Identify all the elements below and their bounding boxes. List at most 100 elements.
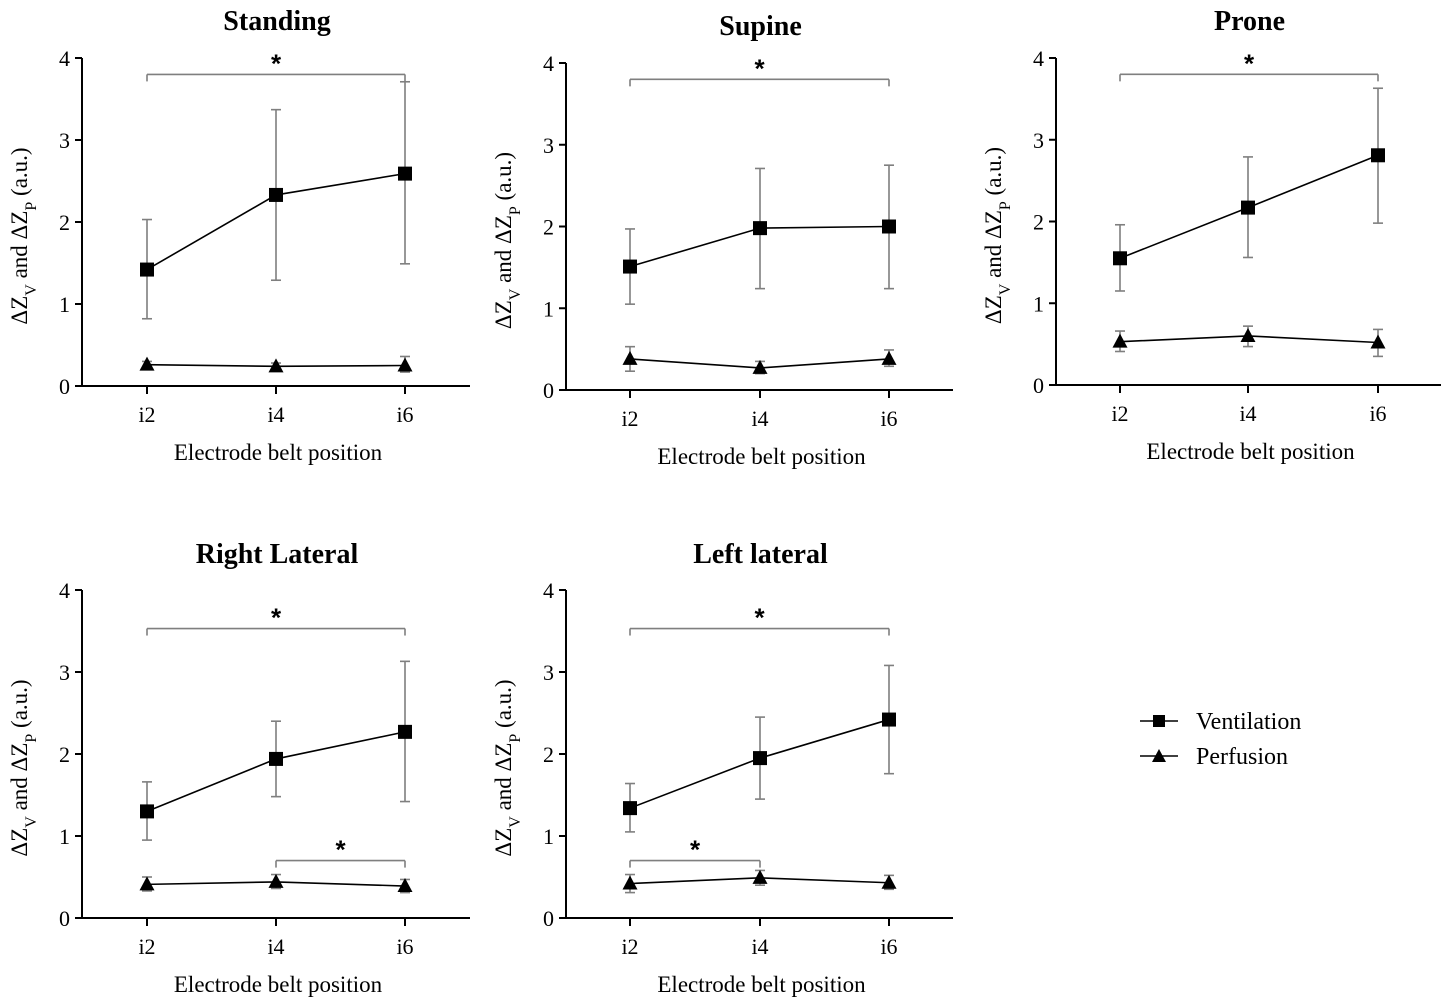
y-tick-label: 3 — [1033, 128, 1044, 153]
y-tick-label: 1 — [543, 824, 554, 849]
chart-panel-2: Supine 0 1 2 3 4 i2 i4 i6 Electrode belt position… — [491, 11, 953, 469]
y-label-part: ΔZ — [7, 296, 32, 325]
data-point-square — [753, 221, 767, 236]
y-tick-label: 4 — [59, 46, 70, 71]
y-axis-label: ΔZV and ΔZP (a.u.) — [7, 147, 40, 324]
y-tick-label: 2 — [59, 210, 70, 235]
y-label-subscript: V — [507, 816, 524, 828]
y-axis-label: ΔZV and ΔZP (a.u.) — [491, 152, 524, 329]
y-tick-label: 3 — [59, 660, 70, 685]
chart-title: Standing — [223, 6, 330, 37]
series-perfusion — [622, 869, 897, 894]
x-tick-label: i4 — [1239, 401, 1256, 426]
x-tick-label: i6 — [880, 406, 897, 431]
x-tick-label: i2 — [621, 934, 638, 959]
data-point-triangle — [139, 876, 155, 891]
y-tick-label: 4 — [543, 51, 554, 76]
y-label-subscript: P — [507, 734, 524, 743]
data-point-triangle — [752, 359, 768, 374]
legend: Ventilation Perfusion — [1140, 709, 1301, 770]
data-point-triangle — [397, 878, 413, 893]
x-tick-label: i2 — [138, 934, 155, 959]
series-ventilation — [140, 80, 412, 320]
data-point-square — [1371, 148, 1385, 163]
y-label-subscript: P — [23, 202, 40, 211]
y-tick-label: 4 — [543, 578, 554, 603]
y-label-part: and — [491, 244, 516, 289]
data-point-square — [882, 712, 896, 727]
significance-star: * — [271, 603, 282, 633]
data-point-square — [753, 751, 767, 766]
y-tick-label: 2 — [1033, 210, 1044, 235]
y-tick-label: 0 — [1033, 373, 1044, 398]
y-tick-label: 0 — [59, 374, 70, 399]
data-point-triangle — [752, 869, 768, 884]
significance-bracket: * — [146, 603, 406, 636]
significance-star: * — [690, 835, 701, 865]
y-tick-label: 1 — [59, 824, 70, 849]
y-label-subscript: P — [23, 734, 40, 743]
series-perfusion — [139, 355, 413, 373]
y-label-subscript: V — [23, 284, 40, 296]
legend-ventilation-marker — [1153, 715, 1165, 727]
y-tick-label: 3 — [59, 128, 70, 153]
data-point-square — [623, 801, 637, 816]
data-point-triangle — [139, 356, 155, 371]
chart-title: Prone — [1214, 6, 1285, 37]
data-point-square — [623, 259, 637, 274]
chart-title: Right Lateral — [196, 539, 359, 570]
x-tick-label: i6 — [396, 402, 413, 427]
series-ventilation — [623, 164, 896, 305]
y-tick-label: 2 — [543, 742, 554, 767]
x-tick-label: i4 — [751, 934, 768, 959]
data-point-triangle — [268, 358, 284, 373]
y-tick-label: 1 — [543, 296, 554, 321]
data-point-triangle — [397, 357, 413, 372]
y-label-part: and — [491, 771, 516, 816]
y-label-part: (a.u.) — [7, 679, 32, 733]
data-point-triangle — [622, 350, 638, 365]
y-tick-label: 1 — [59, 292, 70, 317]
data-point-triangle — [268, 873, 284, 888]
data-point-square — [1113, 251, 1127, 266]
data-point-square — [140, 262, 154, 277]
x-axis-label: Electrode belt position — [174, 972, 383, 997]
data-point-square — [1241, 200, 1255, 215]
legend-perfusion-marker — [1152, 749, 1166, 762]
y-tick-label: 1 — [1033, 291, 1044, 316]
series-perfusion — [1112, 325, 1386, 358]
significance-star: * — [271, 48, 282, 78]
x-tick-label: i4 — [267, 402, 284, 427]
y-label-part: and — [7, 771, 32, 816]
legend-perfusion-label: Perfusion — [1196, 744, 1288, 770]
series-ventilation — [623, 664, 896, 833]
series-ventilation — [1113, 87, 1385, 292]
x-axis-label: Electrode belt position — [174, 440, 383, 465]
y-label-part: ΔZ — [7, 743, 32, 772]
y-label-part: ΔZ — [491, 828, 516, 857]
y-tick-label: 2 — [59, 742, 70, 767]
y-axis-label: ΔZV and ΔZP (a.u.) — [491, 679, 524, 856]
x-tick-label: i2 — [138, 402, 155, 427]
significance-bracket: * — [629, 603, 890, 636]
y-tick-label: 3 — [543, 660, 554, 685]
x-tick-label: i2 — [621, 406, 638, 431]
significance-bracket: * — [629, 835, 761, 868]
y-tick-label: 0 — [543, 378, 554, 403]
series-ventilation — [140, 660, 412, 841]
y-label-part: ΔZ — [7, 828, 32, 857]
series-perfusion — [139, 873, 413, 894]
y-label-subscript: P — [507, 206, 524, 215]
y-tick-label: 4 — [1033, 46, 1044, 71]
data-point-square — [269, 751, 283, 766]
significance-star: * — [754, 603, 765, 633]
y-label-subscript: V — [997, 283, 1014, 295]
y-label-part: (a.u.) — [981, 147, 1006, 201]
x-axis-label: Electrode belt position — [1146, 439, 1355, 464]
chart-panel-1: Standing 0 1 2 3 4 i2 i4 i6 Electrode belt positi… — [7, 6, 470, 465]
chart-title: Supine — [719, 11, 802, 42]
data-point-square — [140, 804, 154, 819]
significance-star: * — [335, 835, 346, 865]
x-axis-label: Electrode belt position — [657, 444, 866, 469]
data-point-triangle — [1240, 327, 1256, 342]
